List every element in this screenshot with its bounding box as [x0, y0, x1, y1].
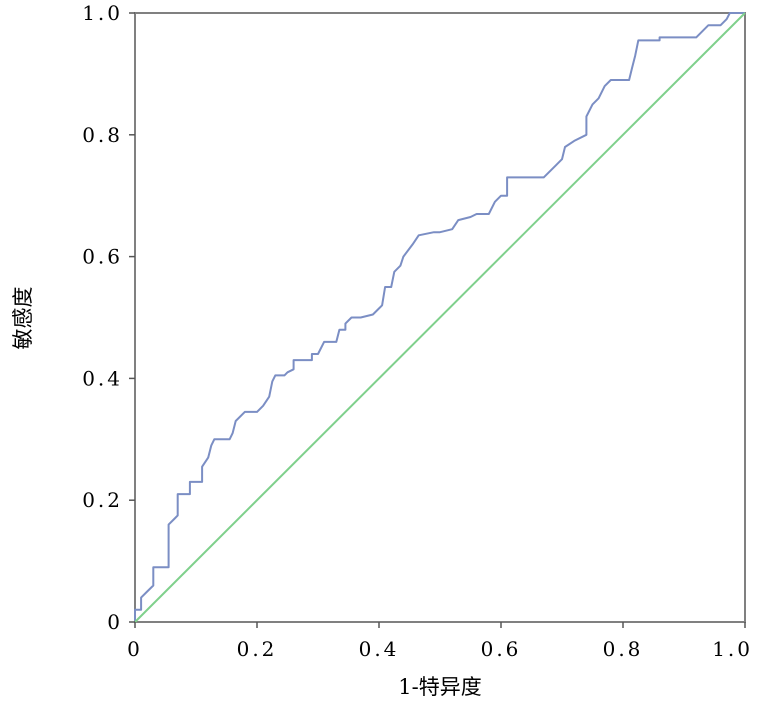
y-tick-label: 0: [107, 610, 123, 634]
reference-diagonal-line: [134, 12, 746, 623]
x-tick-label: 0.2: [237, 637, 278, 661]
y-tick-label: 0.6: [82, 245, 123, 269]
plot-frame: [134, 12, 746, 623]
x-tick-label: 0.6: [481, 637, 522, 661]
x-tick-label: 0.8: [603, 637, 644, 661]
x-tick-label: 0.4: [359, 637, 400, 661]
x-axis-title: 1-特异度: [398, 675, 481, 699]
roc-curve-line: [134, 12, 745, 622]
y-axis-title: 敏感度: [11, 287, 35, 350]
x-tick-label: 1.0: [712, 637, 753, 661]
x-tick-label: 0: [127, 637, 143, 661]
y-tick-label: 0.8: [82, 123, 123, 147]
axis-ticks: 0 0.2 0.4 0.6 0.8 1.0 0 0.2 0.4 0.6 0.8 1.0: [82, 1, 753, 661]
y-tick-label: 0.2: [82, 488, 123, 512]
y-tick-label: 1.0: [82, 1, 123, 25]
y-tick-label: 0.4: [82, 366, 123, 390]
plot-area: [134, 12, 746, 623]
